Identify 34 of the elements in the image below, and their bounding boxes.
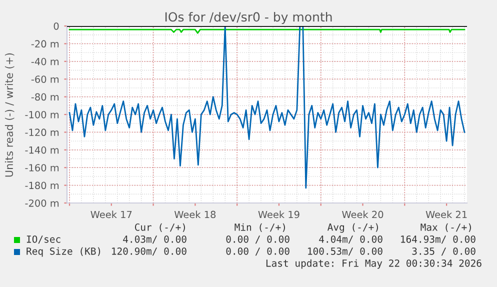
y-tick-label: -100 m — [25, 110, 59, 118]
y-tick-label: -60 m — [31, 76, 59, 83]
y-tick-label: -200 m — [25, 199, 59, 207]
text: 0.00 / 0.00 — [226, 235, 290, 244]
y-tick-label: -120 m — [25, 128, 59, 136]
chart-title: IOs for /dev/sr0 - by month — [165, 12, 332, 24]
y-tick-label: -40 m — [31, 58, 59, 66]
text: 4.04m/ 0.00 — [319, 235, 382, 244]
x-tick-label: Week 20 — [342, 210, 384, 218]
x-tick-label: Week 21 — [426, 210, 467, 218]
text: Max (-/+) — [420, 223, 471, 232]
text: 4.03m/ 0.00 — [123, 235, 186, 244]
y-tick-label: -20 m — [31, 40, 59, 48]
text: 164.93m/ 0.00 — [401, 235, 476, 244]
text: Last update: Fri May 22 00:30:34 2026 — [266, 259, 482, 269]
y-tick-label: -160 m — [25, 164, 59, 172]
y-axis-title: Units read (-) / write (+) — [4, 53, 14, 177]
text: Min (-/+) — [234, 223, 285, 232]
text: 0.00 / 0.00 — [226, 247, 290, 256]
y-tick-label: -80 m — [31, 93, 59, 101]
text: 120.90m/ 0.00 — [112, 247, 186, 256]
y-tick-label: -140 m — [25, 146, 59, 154]
y-tick-label: -180 m — [25, 182, 59, 190]
text: Avg (-/+) — [328, 223, 378, 233]
text: Cur (-/+) — [134, 223, 185, 232]
x-tick-label: Week 19 — [258, 210, 300, 218]
legend-label: Req Size (KB) — [26, 247, 100, 257]
text: 3.35 / 0.00 — [412, 247, 476, 256]
text: 100.53m/ 0.00 — [308, 247, 382, 256]
x-tick-label: Week 17 — [90, 210, 132, 218]
x-tick-label: Week 18 — [174, 210, 216, 218]
legend-label: IO/sec — [26, 235, 60, 244]
y-tick-label: 0 — [54, 22, 59, 30]
line-series — [68, 26, 466, 189]
